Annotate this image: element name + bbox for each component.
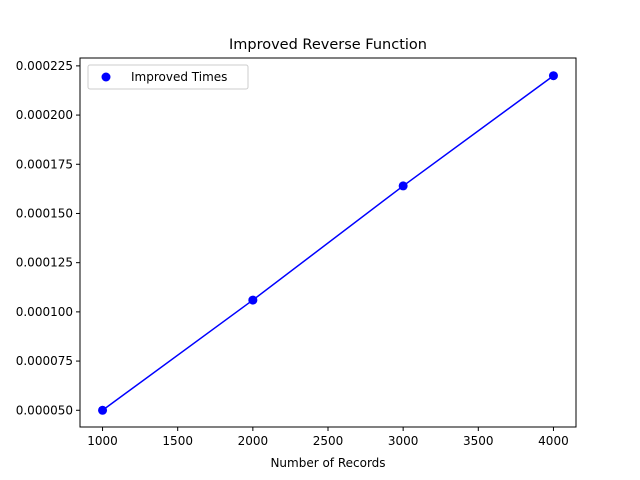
data-point	[548, 71, 558, 81]
y-tick-label: 0.000225	[16, 59, 73, 73]
x-tick-label: 3500	[463, 434, 494, 448]
y-tick-label: 0.000150	[16, 206, 73, 220]
y-tick-label: 0.000075	[16, 354, 73, 368]
series-line	[102, 75, 554, 411]
x-tick-label: 1500	[162, 434, 193, 448]
legend-box	[87, 64, 249, 90]
y-tick-label: 0.000175	[16, 157, 73, 171]
chart-title: Improved Reverse Function	[229, 37, 427, 53]
x-axis: 1000 1500 2000 2500 3000 3500 4000	[87, 427, 569, 448]
y-tick-label: 0.000050	[16, 403, 73, 417]
x-tick-label: 1000	[87, 434, 118, 448]
y-tick-label: 0.000200	[16, 108, 73, 122]
legend-label: Improved Times	[131, 70, 227, 84]
y-axis: 0.000050 0.000075 0.000100 0.000125 0.000150…	[16, 59, 80, 417]
data-point	[248, 295, 258, 305]
y-tick-label: 0.000125	[16, 256, 73, 270]
series-layer	[98, 71, 558, 415]
data-point	[398, 181, 408, 191]
data-point	[98, 405, 108, 415]
x-axis-label: Number of Records	[270, 456, 385, 470]
legend-marker	[101, 72, 111, 82]
x-tick-label: 3000	[388, 434, 419, 448]
x-tick-label: 4000	[538, 434, 569, 448]
x-tick-label: 2500	[313, 434, 344, 448]
x-tick-label: 2000	[238, 434, 269, 448]
legend: Improved Times	[87, 64, 249, 90]
y-tick-label: 0.000100	[16, 305, 73, 319]
